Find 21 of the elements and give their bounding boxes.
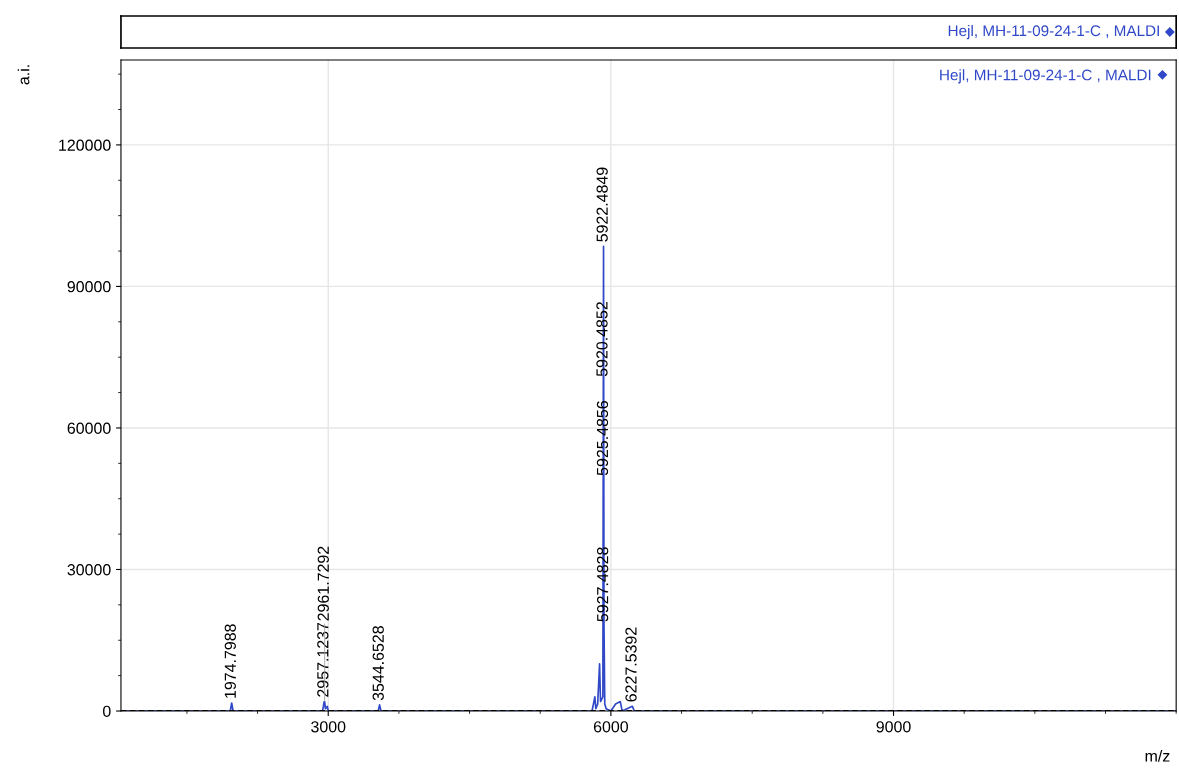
y-tick-label: 90000 <box>67 281 111 293</box>
annotation: 1974.7988 <box>224 624 236 698</box>
annotation: 5922.4849 <box>596 167 608 242</box>
x-axis-title: m/z <box>1145 749 1170 762</box>
annotation: 2957.1237 <box>317 622 329 697</box>
annotation: 2961.7292 <box>317 546 329 621</box>
y-tick-label: 60000 <box>67 422 111 434</box>
text: Hejl, MH-11-09-24-1-C , MALDI <box>948 24 1159 40</box>
x-tick-label: 3000 <box>311 721 346 733</box>
annotation: 5927.4828 <box>596 547 609 622</box>
x-tick-label: 9000 <box>876 721 911 733</box>
legend-label: Hejl, MH-11-09-24-1-C , MALDI <box>940 69 1151 84</box>
annotation: 6227.5392 <box>625 627 637 702</box>
y-tick-label: 120000 <box>59 139 111 151</box>
x-tick-label: 6000 <box>593 721 629 733</box>
annotation: 3544.6528 <box>372 626 384 701</box>
y-tick-label: 0 <box>102 705 111 717</box>
y-axis-title: a.i. <box>17 65 30 85</box>
y-tick-label: 30000 <box>67 564 111 576</box>
annotation: 5925.4856 <box>596 401 609 476</box>
annotation: 5920.4852 <box>596 302 608 377</box>
